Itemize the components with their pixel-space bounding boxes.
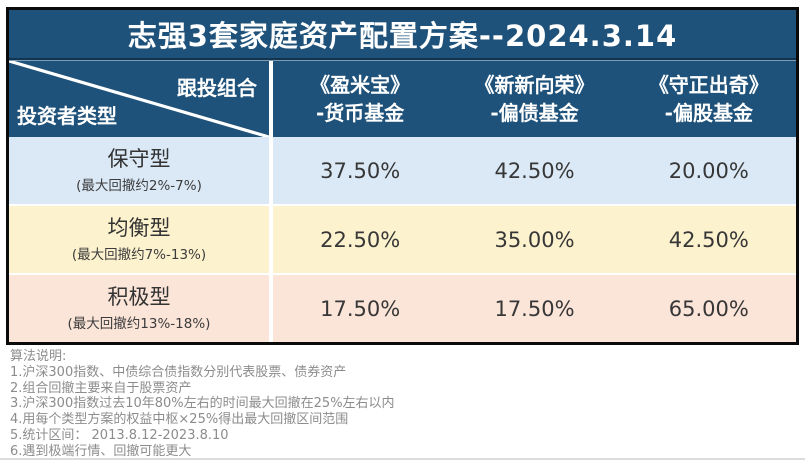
note-item-3: 3.沪深300指数过去10年80%左右的时间最大回撤在25%左右以内 [10, 396, 395, 412]
note-item-6: 6.遇到极端行情、回撤可能更大 [10, 443, 192, 459]
allocation-value-cell: 37.50% [320, 158, 401, 183]
max-drawdown-label: (最大回撤约7%-13%) [71, 247, 207, 264]
notes-heading: 算法说明: [10, 349, 67, 364]
column-header-xinxinxiangrong: 《新新向荣》 -偏债基金 [447, 61, 621, 137]
table-header-row: 跟投组合 投资者类型 《盈米宝》 -货币基金 《新新向荣》 -偏债基金 《守正出… [9, 60, 796, 137]
investor-type-label: 保守型 [107, 146, 171, 171]
note-item-1: 1.沪深300指数、中债综合债指数分别代表股票、债券资产 [10, 364, 347, 380]
allocation-value-cell: 17.50% [320, 296, 401, 321]
page-title: 志强3套家庭资产配置方案--2024.3.14 [127, 19, 678, 53]
fund-type: -偏债基金 [490, 101, 579, 125]
allocation-value-cell: 42.50% [494, 158, 575, 183]
fund-type: -货币基金 [316, 101, 405, 125]
row-values: 17.50% 17.50% 65.00% [273, 275, 796, 342]
table-row-balanced: 均衡型 (最大回撤约7%-13%) 22.50% 35.00% 42.50% [9, 204, 796, 273]
column-header-yingmibao: 《盈米宝》 -货币基金 [273, 61, 447, 137]
corner-header-cell: 跟投组合 投资者类型 [9, 61, 273, 137]
allocation-table: 志强3套家庭资产配置方案--2024.3.14 跟投组合 投资者类型 《盈米宝》… [6, 7, 799, 345]
allocation-value-cell: 65.00% [668, 296, 749, 321]
bottom-divider [0, 458, 805, 460]
allocation-value-cell: 42.50% [668, 227, 749, 252]
max-drawdown-label: (最大回撤约13%-18%) [67, 316, 211, 333]
investor-type-label: 积极型 [107, 284, 171, 309]
fund-type: -偏股基金 [664, 101, 753, 125]
row-label-balanced: 均衡型 (最大回撤约7%-13%) [9, 206, 273, 273]
row-values: 22.50% 35.00% 42.50% [273, 206, 796, 273]
row-label-conservative: 保守型 (最大回撤约2%-7%) [9, 137, 273, 204]
investor-type-label: 均衡型 [107, 215, 171, 240]
allocation-value-cell: 20.00% [668, 158, 749, 183]
note-item-4: 4.用每个类型方案的权益中枢×25%得出最大回撤区间范围 [10, 412, 349, 428]
fund-name: 《新新向荣》 [474, 73, 595, 97]
column-header-shouzhengchuqi: 《守正出奇》 -偏股基金 [622, 61, 796, 137]
fund-name: 《盈米宝》 [310, 73, 411, 97]
table-row-aggressive: 积极型 (最大回撤约13%-18%) 17.50% 17.50% 65.00% [9, 273, 796, 342]
algorithm-notes: 算法说明: 1.沪深300指数、中债综合债指数分别代表股票、债券资产 2.组合回… [10, 349, 790, 460]
allocation-value-cell: 35.00% [494, 227, 575, 252]
note-item-2: 2.组合回撤主要来自于股票资产 [10, 380, 192, 396]
row-values: 37.50% 42.50% 20.00% [273, 137, 796, 204]
corner-label-portfolio: 跟投组合 [177, 76, 257, 100]
fund-column-headers: 《盈米宝》 -货币基金 《新新向荣》 -偏债基金 《守正出奇》 -偏股基金 [273, 61, 796, 137]
table-title-bar: 志强3套家庭资产配置方案--2024.3.14 [9, 10, 796, 60]
diagonal-divider-line [9, 61, 269, 137]
allocation-value-cell: 17.50% [494, 296, 575, 321]
note-item-5: 5.统计区间： 2013.8.12-2023.8.10 [10, 427, 229, 443]
max-drawdown-label: (最大回撤约2%-7%) [76, 178, 202, 195]
table-row-conservative: 保守型 (最大回撤约2%-7%) 37.50% 42.50% 20.00% [9, 137, 796, 204]
fund-name: 《守正出奇》 [648, 73, 769, 97]
corner-label-investor-type: 投资者类型 [17, 104, 117, 128]
allocation-value-cell: 22.50% [320, 227, 401, 252]
row-label-aggressive: 积极型 (最大回撤约13%-18%) [9, 275, 273, 342]
